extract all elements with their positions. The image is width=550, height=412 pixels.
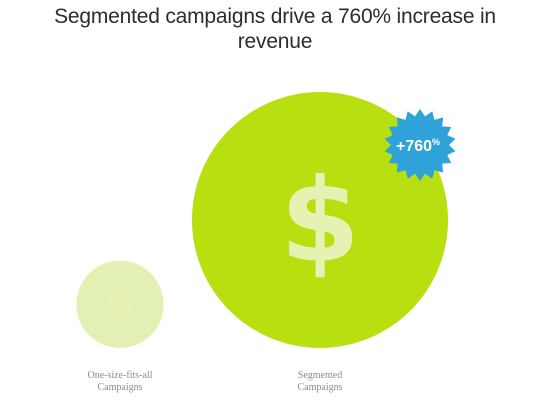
badge-value-number: +760 — [396, 138, 432, 155]
dollar-sign-icon: $ — [106, 283, 133, 328]
chart-title: Segmented campaigns drive a 760% increas… — [0, 4, 550, 54]
category-bubble — [192, 92, 448, 348]
chart-title-line-2: revenue — [237, 30, 313, 53]
category-bubble-group: $ Segmented Campaigns — [192, 92, 448, 393]
category-label: One-size-fits-all Campaigns — [88, 370, 153, 393]
category-label-line: Campaigns — [98, 382, 143, 393]
badge-value-unit: % — [432, 137, 440, 147]
badge-value: +760% — [396, 137, 440, 155]
category-bubble-group: $ One-size-fits-all Campaigns — [76, 260, 164, 393]
starburst-badge — [384, 109, 456, 181]
category-label-line: Campaigns — [298, 382, 343, 393]
category-label-line: Segmented — [298, 370, 342, 381]
category-label-line: One-size-fits-all — [88, 370, 153, 381]
dollar-sign-icon: $ — [280, 154, 360, 288]
category-label: Segmented Campaigns — [298, 370, 343, 393]
category-bubble — [76, 260, 164, 348]
chart-title-line-1: Segmented campaigns drive a 760% increas… — [54, 5, 496, 28]
